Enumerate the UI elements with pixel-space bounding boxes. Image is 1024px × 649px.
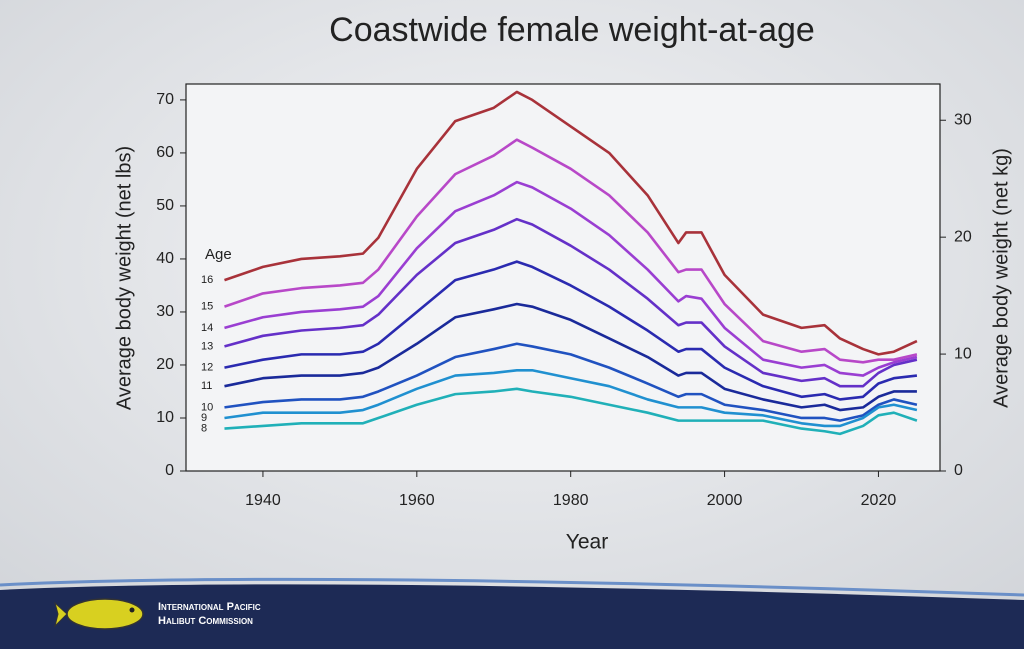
- chart-title: Coastwide female weight-at-age: [329, 11, 815, 49]
- series-line: [224, 302, 917, 412]
- x-tick-label: 1960: [399, 492, 435, 509]
- y2-axis-label: Average body weight (net kg): [990, 148, 1012, 408]
- legend-label: 9: [201, 412, 207, 424]
- footer-stripe: [0, 577, 1024, 597]
- x-tick-label: 1980: [553, 492, 589, 509]
- legend-label: 13: [201, 340, 213, 352]
- y-tick-label: 30: [156, 303, 174, 320]
- y-tick-label: 0: [165, 462, 174, 479]
- y-axis-label: Average body weight (net lbs): [113, 146, 135, 410]
- legend-label: 12: [201, 362, 213, 374]
- legend-label: 15: [201, 301, 213, 313]
- legend-label: 10: [201, 401, 213, 413]
- series-line: [224, 342, 918, 422]
- footer-band: [0, 584, 1024, 649]
- y-tick-label: 70: [156, 91, 174, 108]
- y2-tick-label: 10: [954, 345, 972, 362]
- y2-tick-label: 30: [954, 111, 972, 128]
- legend-label: 11: [201, 380, 212, 392]
- legend-label: 14: [201, 322, 213, 334]
- series-line: [224, 260, 918, 401]
- legend-label: 16: [201, 274, 213, 286]
- x-axis-label: Year: [566, 531, 608, 554]
- footer-line2: Halibut Commission: [158, 615, 253, 627]
- series-line: [224, 387, 918, 436]
- y-tick-label: 40: [156, 250, 174, 267]
- series-line: [224, 217, 918, 388]
- y-tick-label: 10: [156, 409, 174, 426]
- series-line: [224, 90, 918, 356]
- footer-line1: International Pacific: [158, 601, 261, 613]
- y2-tick-label: 20: [954, 228, 972, 245]
- x-tick-label: 1940: [245, 492, 281, 509]
- y-tick-label: 20: [156, 356, 174, 373]
- legend-title: Age: [205, 246, 232, 263]
- series-line: [224, 368, 918, 428]
- series-line: [224, 180, 918, 377]
- x-tick-label: 2000: [707, 492, 743, 509]
- y-tick-label: 60: [156, 144, 174, 161]
- legend-label: 8: [201, 422, 207, 434]
- y2-tick-label: 0: [954, 462, 963, 479]
- x-tick-label: 2020: [861, 492, 897, 509]
- series-line: [224, 138, 918, 364]
- logo: [54, 598, 144, 630]
- y-tick-label: 50: [156, 197, 174, 214]
